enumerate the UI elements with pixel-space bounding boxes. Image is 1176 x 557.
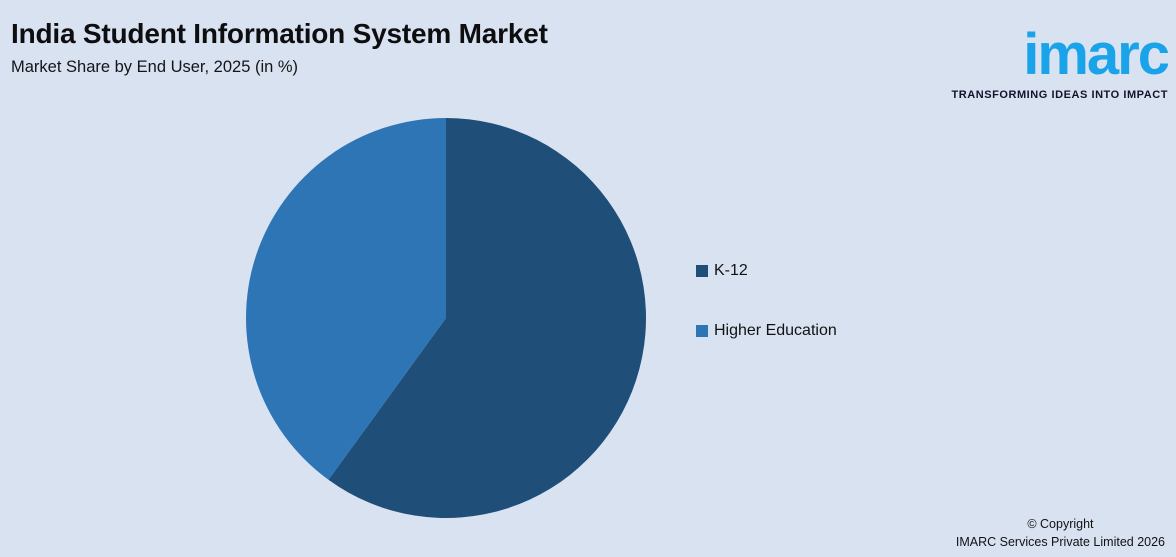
copyright-line-2: IMARC Services Private Limited 2026 — [955, 534, 1165, 549]
imarc-logo: imarc TRANSFORMING IDEAS INTO IMPACT — [951, 0, 1170, 102]
legend-item-k-12: K-12 — [696, 261, 837, 281]
copyright-notice: © Copyright IMARC Services Private Limit… — [956, 515, 1165, 551]
page-title: India Student Information System Market — [11, 18, 548, 49]
pie-slice-higher-education — [246, 118, 446, 480]
pie-slice-k-12 — [328, 118, 647, 518]
legend-label-higher-education: Higher Education — [714, 322, 837, 339]
page-subtitle: Market Share by End User, 2025 (in %) — [11, 58, 299, 77]
pie-chart — [246, 118, 647, 518]
imarc-logo-tagline: TRANSFORMING IDEAS INTO IMPACT — [951, 89, 1168, 101]
legend-label-k-12: K-12 — [714, 262, 748, 279]
legend: K-12 Higher Education — [696, 261, 837, 381]
legend-swatch-higher-education — [696, 325, 708, 337]
legend-item-higher-education: Higher Education — [696, 321, 837, 341]
legend-swatch-k-12 — [696, 265, 708, 277]
chart-header: India Student Information System Market … — [11, 18, 548, 77]
imarc-logo-wordmark: imarc — [1023, 22, 1170, 87]
copyright-line-1: © Copyright — [1027, 516, 1094, 531]
